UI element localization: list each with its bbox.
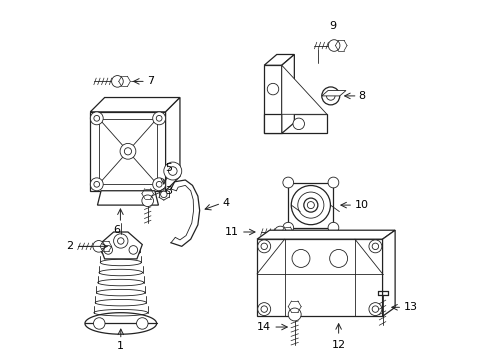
Text: 1: 1 bbox=[117, 341, 124, 351]
Circle shape bbox=[282, 177, 293, 188]
Circle shape bbox=[152, 178, 165, 191]
Polygon shape bbox=[287, 183, 333, 228]
Circle shape bbox=[160, 191, 167, 198]
Polygon shape bbox=[257, 230, 394, 239]
Circle shape bbox=[94, 181, 100, 187]
Text: 7: 7 bbox=[147, 76, 154, 86]
Polygon shape bbox=[90, 98, 180, 112]
Circle shape bbox=[257, 240, 270, 253]
Circle shape bbox=[156, 181, 162, 187]
Circle shape bbox=[152, 112, 165, 125]
Circle shape bbox=[90, 178, 103, 191]
Text: 6: 6 bbox=[113, 225, 120, 235]
Circle shape bbox=[306, 202, 314, 208]
Polygon shape bbox=[264, 54, 294, 65]
Polygon shape bbox=[165, 98, 180, 191]
Circle shape bbox=[303, 198, 317, 212]
Polygon shape bbox=[264, 114, 326, 134]
Circle shape bbox=[93, 240, 104, 252]
Polygon shape bbox=[90, 112, 165, 191]
Circle shape bbox=[267, 84, 278, 95]
Polygon shape bbox=[257, 239, 382, 316]
Circle shape bbox=[261, 243, 267, 249]
Circle shape bbox=[120, 143, 136, 159]
Text: 14: 14 bbox=[257, 322, 271, 332]
Circle shape bbox=[163, 162, 182, 180]
Circle shape bbox=[327, 177, 338, 188]
Circle shape bbox=[104, 246, 112, 254]
Circle shape bbox=[292, 118, 304, 130]
Circle shape bbox=[129, 246, 137, 254]
Text: 9: 9 bbox=[328, 21, 335, 31]
Circle shape bbox=[142, 195, 153, 207]
Circle shape bbox=[94, 116, 100, 121]
Text: 4: 4 bbox=[222, 198, 229, 208]
Circle shape bbox=[371, 306, 378, 312]
Polygon shape bbox=[99, 232, 142, 259]
Text: 10: 10 bbox=[354, 200, 368, 210]
Polygon shape bbox=[97, 191, 158, 205]
Polygon shape bbox=[264, 65, 281, 134]
Text: 11: 11 bbox=[224, 227, 239, 237]
Text: 5: 5 bbox=[165, 163, 172, 173]
Text: 12: 12 bbox=[331, 339, 345, 350]
Polygon shape bbox=[281, 65, 326, 114]
Circle shape bbox=[156, 116, 162, 121]
Polygon shape bbox=[321, 90, 346, 96]
Circle shape bbox=[327, 40, 339, 51]
Circle shape bbox=[297, 192, 323, 218]
Circle shape bbox=[291, 185, 330, 225]
Circle shape bbox=[291, 249, 309, 267]
Circle shape bbox=[257, 303, 270, 316]
Circle shape bbox=[282, 222, 293, 233]
Polygon shape bbox=[281, 54, 294, 134]
Circle shape bbox=[90, 112, 103, 125]
Text: 8: 8 bbox=[358, 91, 365, 101]
Circle shape bbox=[329, 249, 347, 267]
Circle shape bbox=[111, 76, 123, 87]
Text: 2: 2 bbox=[66, 241, 73, 251]
Circle shape bbox=[368, 240, 381, 253]
Circle shape bbox=[117, 238, 124, 244]
Polygon shape bbox=[382, 230, 394, 316]
Circle shape bbox=[168, 167, 177, 175]
Circle shape bbox=[371, 243, 378, 249]
Circle shape bbox=[113, 234, 128, 248]
Circle shape bbox=[327, 222, 338, 233]
Circle shape bbox=[326, 91, 334, 100]
Circle shape bbox=[274, 226, 285, 238]
Circle shape bbox=[124, 148, 131, 155]
Circle shape bbox=[93, 318, 105, 329]
Text: 3: 3 bbox=[164, 186, 172, 196]
Circle shape bbox=[136, 318, 148, 329]
Circle shape bbox=[287, 308, 301, 321]
Circle shape bbox=[368, 303, 381, 316]
Circle shape bbox=[261, 306, 267, 312]
Text: 13: 13 bbox=[403, 302, 417, 312]
Circle shape bbox=[321, 87, 339, 105]
